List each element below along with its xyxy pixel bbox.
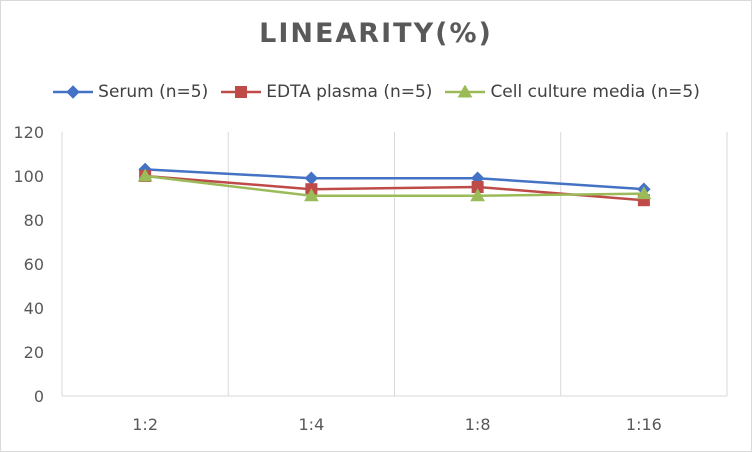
y-tick-label: 60 [24,255,44,274]
legend-item-cell-culture: Cell culture media (n=5) [444,82,700,102]
legend-marker [66,85,80,99]
legend-swatch-edta [221,86,262,98]
y-tick-label: 0 [34,387,44,406]
y-tick-label: 40 [24,299,44,318]
x-tick-label: 1:16 [626,415,662,434]
y-tick-label: 100 [13,167,44,186]
y-tick-label: 20 [24,343,44,362]
legend-label-serum: Serum (n=5) [98,82,209,102]
legend-label-cell-culture: Cell culture media (n=5) [490,82,700,102]
data-point-serum [304,171,319,185]
x-tick-label: 1:4 [299,415,325,434]
data-point-cell-culture-media [137,168,153,182]
data-point-cell-culture-media [304,188,319,202]
x-tick-label: 1:2 [132,415,158,434]
legend-swatch-cell-culture [445,85,486,98]
chart-title: LINEARITY(%) [259,18,493,49]
legend-label-edta: EDTA plasma (n=5) [266,82,433,102]
legend-item-serum: Serum (n=5) [52,82,208,102]
legend: Serum (n=5) EDTA plasma (n=5) Cell cultu… [0,80,752,104]
data-point-cell-culture-media [636,186,652,200]
series-line-cell-culture-media [144,174,644,198]
x-tick-label: 1:8 [465,415,491,434]
data-point-cell-culture-media [470,188,485,202]
legend-item-edta: EDTA plasma (n=5) [220,82,432,102]
y-tick-label: 80 [24,211,44,230]
y-tick-label: 120 [13,123,44,142]
series-line-serum [145,168,644,191]
legend-marker [458,85,473,98]
legend-swatch-serum [53,85,94,99]
legend-marker [235,86,248,98]
